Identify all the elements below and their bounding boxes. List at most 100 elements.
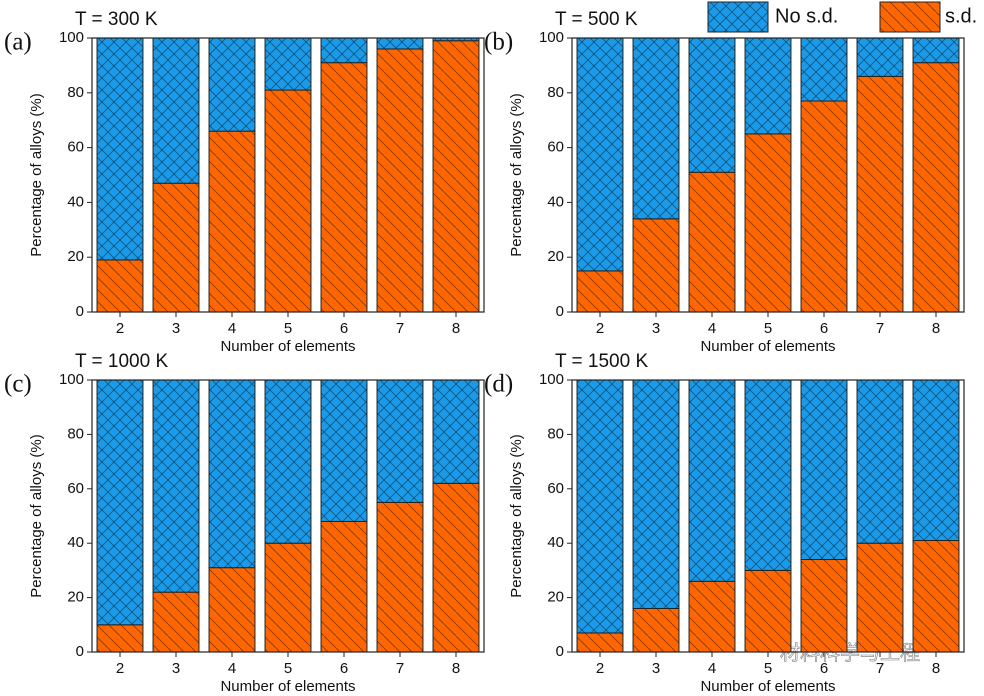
bar-segment [912,62,960,313]
bar-segment [264,89,312,313]
y-axis-label: Percentage of alloys (%) [508,434,525,597]
x-tick-label: 2 [116,320,124,337]
legend-swatch [707,1,769,33]
x-tick-label: 7 [876,320,884,337]
bar-segment [432,40,480,313]
y-tick-label: 20 [67,589,84,606]
bar-segment [208,37,256,132]
x-axis-label: Number of elements [220,338,355,355]
bar-segment [376,48,424,313]
bar-segment [632,607,680,653]
bar-segment [800,100,848,313]
bar-segment [632,37,680,220]
bar-segment [376,37,424,50]
y-tick-label: 60 [547,139,564,156]
y-tick-label: 100 [539,29,564,46]
panel-label: (d) [484,371,513,398]
bar-segment [320,62,368,313]
chart-title: T = 500 K [555,9,638,30]
bar-segment [856,542,904,653]
x-tick-label: 5 [284,320,292,337]
chart-title: T = 300 K [75,9,158,30]
y-tick-label: 40 [547,534,564,551]
y-tick-label: 20 [547,589,564,606]
x-axis-label: Number of elements [700,678,835,695]
y-tick-label: 40 [67,193,84,210]
y-tick-label: 0 [556,643,564,660]
y-tick-label: 100 [59,29,84,46]
bar-segment [264,542,312,653]
plot-frame [571,379,965,653]
x-tick-label: 3 [652,320,660,337]
bar-segment [688,379,736,582]
x-tick-label: 4 [228,320,236,337]
bar-segment [208,130,256,313]
bar-segment [264,379,312,544]
y-tick-label: 80 [547,84,564,101]
bar-segment [800,379,848,561]
x-tick-label: 4 [708,660,716,677]
x-tick-label: 6 [340,660,348,677]
x-tick-label: 5 [764,320,772,337]
x-tick-label: 3 [652,660,660,677]
x-tick-label: 5 [764,660,772,677]
bar-segment [320,379,368,522]
x-tick-label: 2 [116,660,124,677]
bar-segment [576,379,624,634]
bar-segment [96,37,144,261]
bar-segment [744,37,792,135]
bar-segment [800,559,848,653]
x-tick-label: 4 [228,660,236,677]
x-tick-label: 8 [932,660,940,677]
y-tick-label: 60 [67,480,84,497]
bar-segment [264,37,312,91]
bar-segment [744,569,792,653]
bar-segment [320,520,368,653]
y-tick-label: 100 [539,371,564,388]
x-tick-label: 4 [708,320,716,337]
legend-label: No s.d. [775,5,838,27]
bar-segment [152,182,200,313]
bar-segment [208,379,256,569]
bar-segment [856,37,904,77]
x-tick-label: 7 [396,660,404,677]
bar-segment [912,37,960,64]
legend-label: s.d. [945,5,977,27]
x-axis-label: Number of elements [220,678,355,695]
bar-segment [744,133,792,313]
bar-segment [432,482,480,653]
bar-segment [96,379,144,626]
panel-label: (a) [4,29,32,56]
y-tick-label: 40 [547,193,564,210]
y-tick-label: 60 [67,139,84,156]
plot-frame [91,37,485,313]
x-tick-label: 2 [596,660,604,677]
y-tick-label: 20 [67,248,84,265]
x-tick-label: 7 [396,320,404,337]
y-tick-label: 0 [556,303,564,320]
bar-segment [856,75,904,313]
y-tick-label: 80 [547,425,564,442]
bar-segment [152,591,200,653]
x-tick-label: 8 [452,660,460,677]
bar-segment [688,171,736,313]
y-tick-label: 100 [59,371,84,388]
bar-segment [376,501,424,653]
chart-title: T = 1000 K [75,351,168,372]
x-tick-label: 2 [596,320,604,337]
x-tick-label: 6 [340,320,348,337]
bar-segment [376,379,424,503]
x-tick-label: 3 [172,660,180,677]
y-tick-label: 60 [547,480,564,497]
bar-segment [208,567,256,653]
bar-segment [800,37,848,102]
y-axis-label: Percentage of alloys (%) [508,93,525,256]
panel-label: (c) [4,371,32,398]
bar-segment [688,580,736,653]
y-tick-label: 0 [76,303,84,320]
x-tick-label: 3 [172,320,180,337]
y-axis-label: Percentage of alloys (%) [28,93,45,256]
x-axis-label: Number of elements [700,338,835,355]
bar-segment [576,37,624,272]
